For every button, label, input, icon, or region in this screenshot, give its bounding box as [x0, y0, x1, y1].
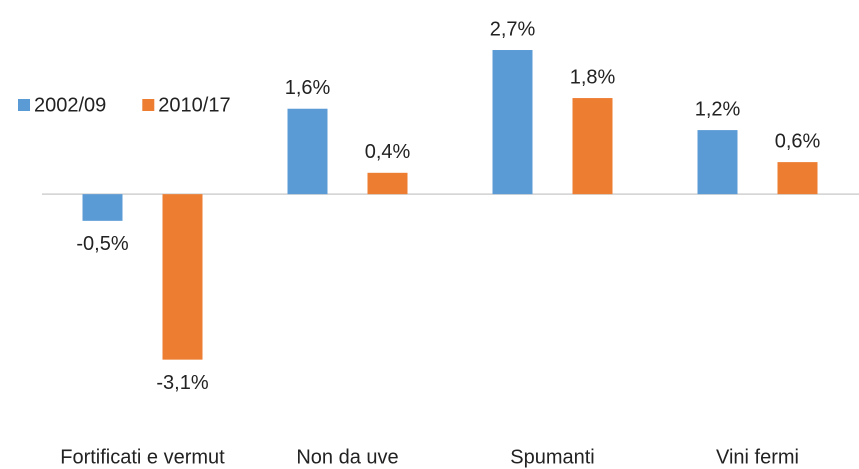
bar [777, 162, 818, 195]
value-label: 2,7% [490, 18, 536, 40]
bar [82, 194, 123, 221]
value-label: 0,6% [775, 130, 821, 152]
value-label: -3,1% [156, 372, 208, 394]
x-tick-label: Non da uve [296, 446, 398, 468]
bar [492, 50, 533, 195]
value-label: 1,8% [570, 66, 616, 88]
value-label: 1,2% [695, 98, 741, 120]
x-tick-label: Spumanti [510, 446, 595, 468]
x-tick-label: Vini fermi [716, 446, 799, 468]
bar [162, 194, 203, 360]
value-label: 0,4% [365, 141, 411, 163]
bar [287, 108, 328, 195]
legend-swatch [18, 99, 30, 111]
x-tick-label: Fortificati e vermut [60, 446, 225, 468]
value-label: 1,6% [285, 77, 331, 99]
legend-swatch [142, 99, 155, 111]
legend-label: 2002/09 [34, 94, 106, 116]
bar [367, 172, 408, 195]
value-label: -0,5% [76, 233, 128, 255]
bar [697, 130, 738, 195]
bar [572, 98, 613, 195]
legend-label: 2010/17 [158, 94, 230, 116]
